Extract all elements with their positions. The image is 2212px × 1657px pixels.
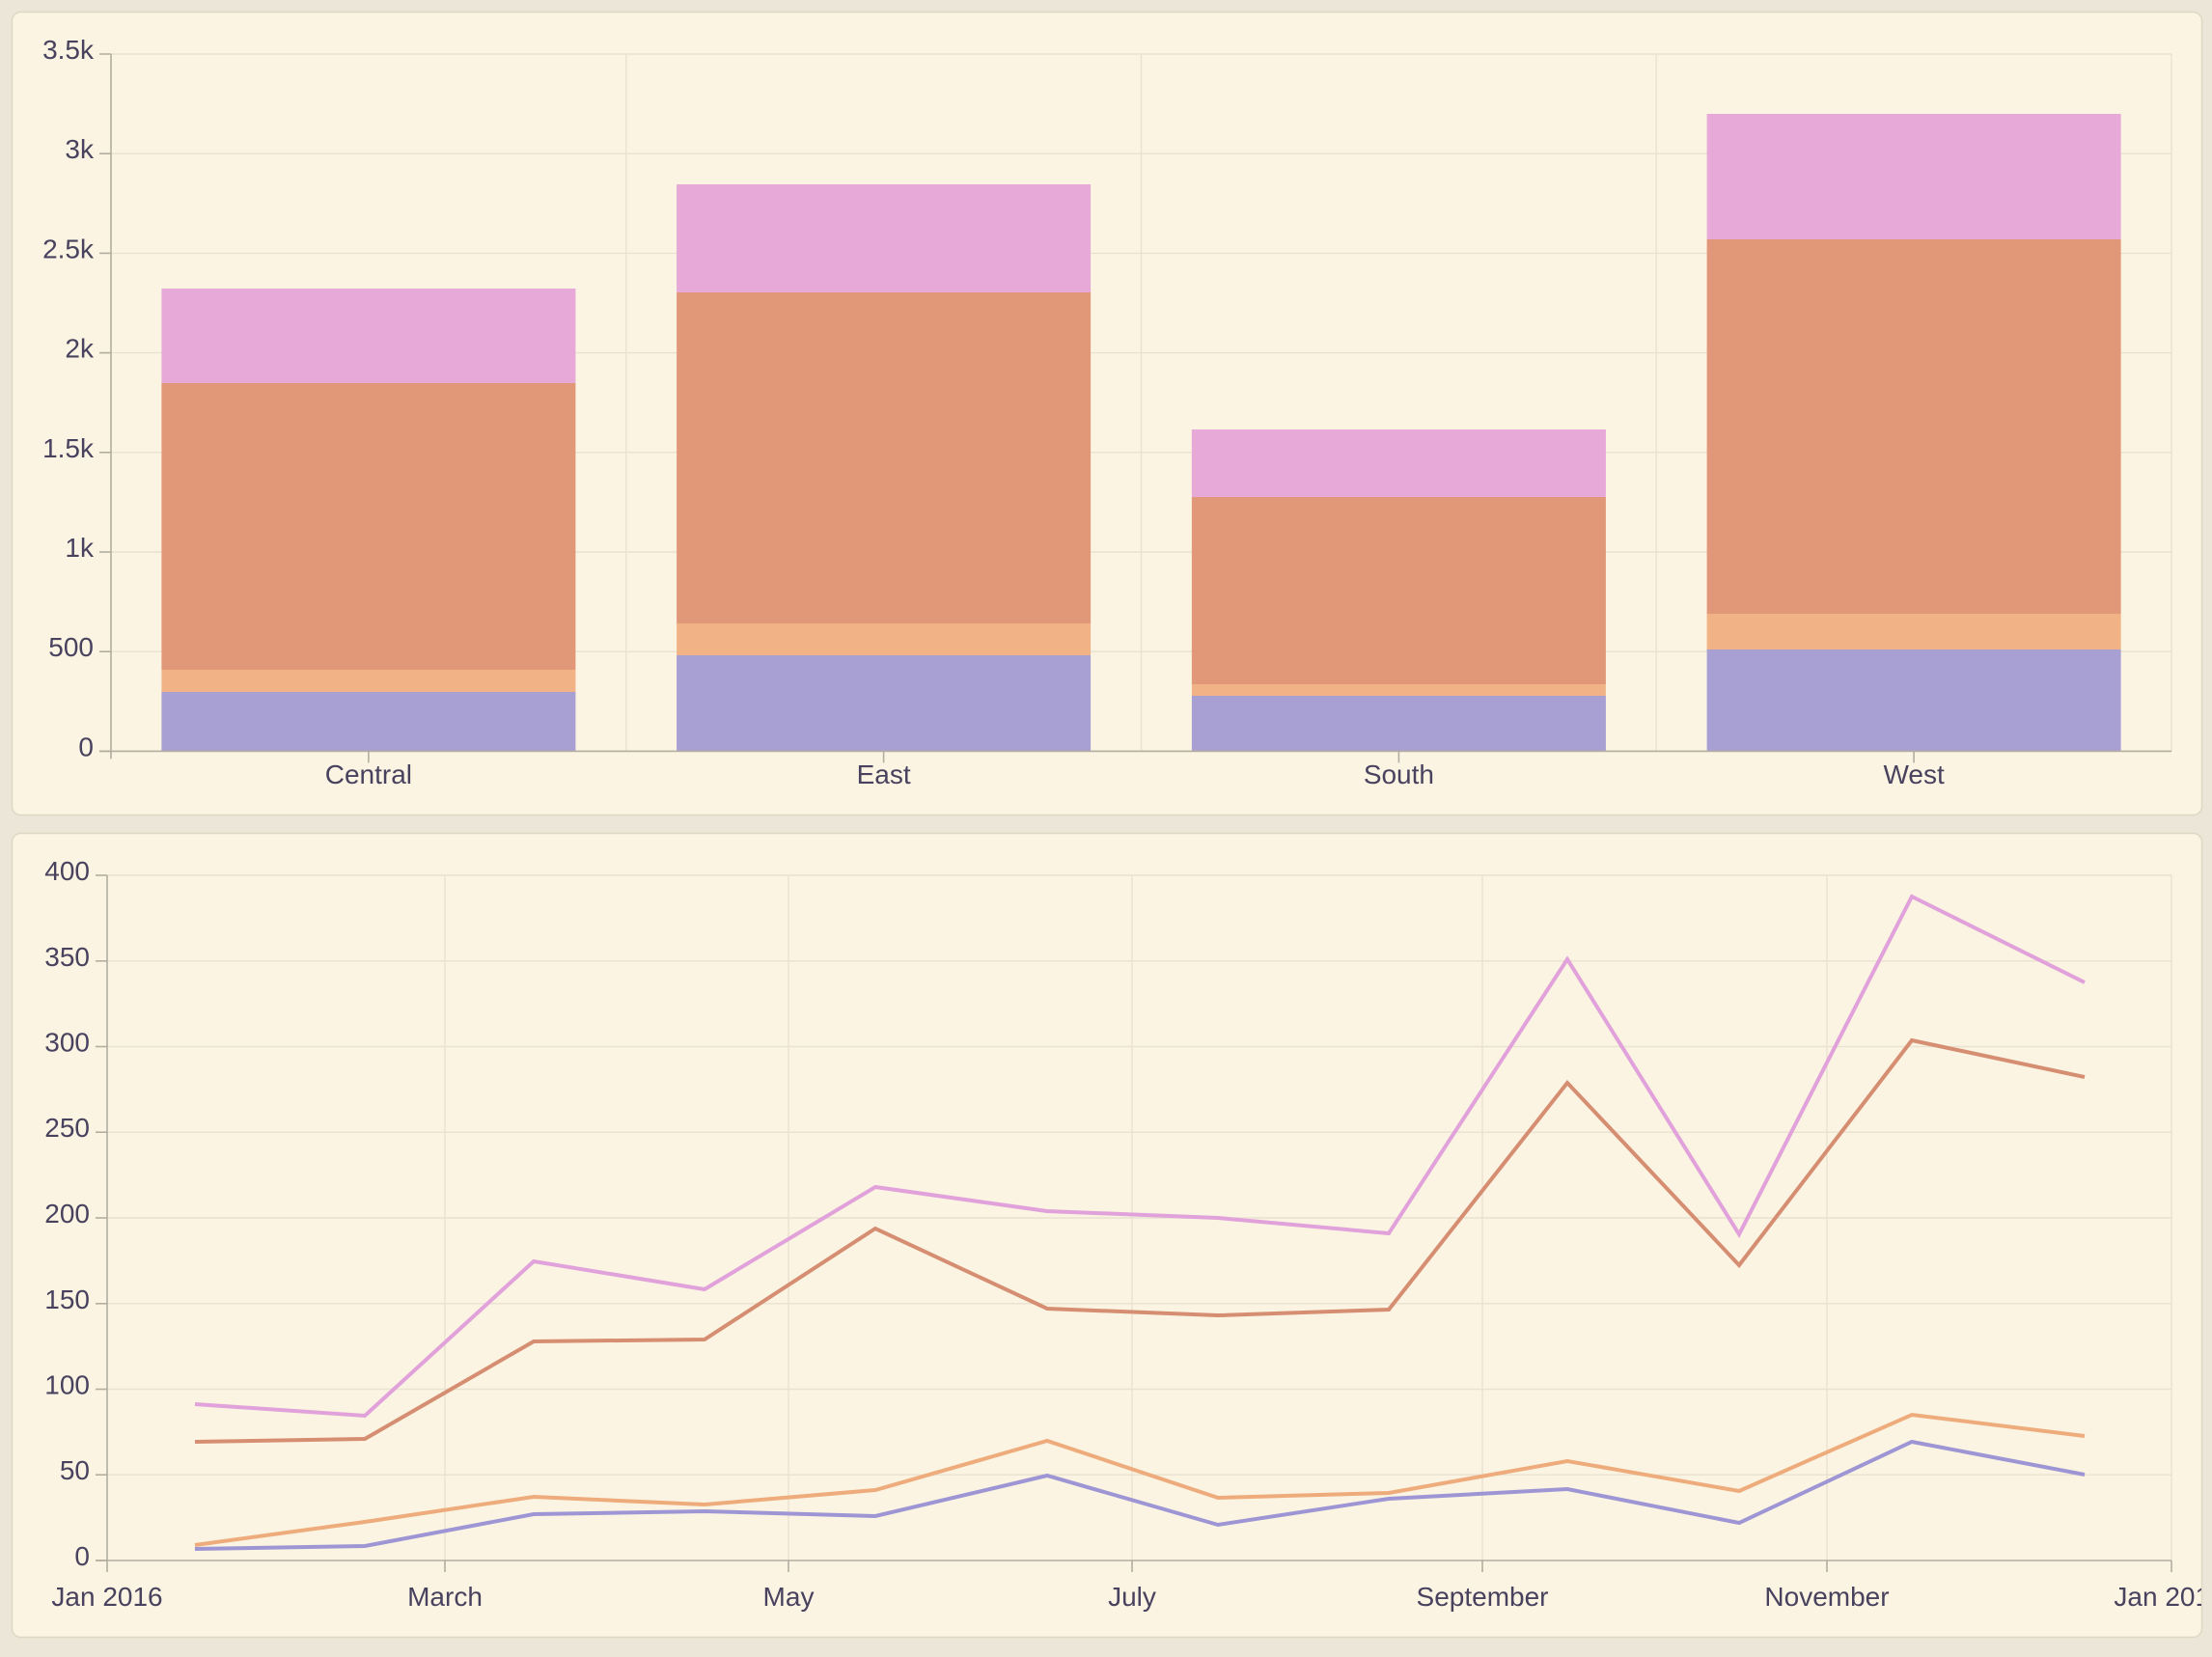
svg-text:0: 0 — [74, 1541, 90, 1571]
svg-text:March: March — [407, 1582, 483, 1612]
svg-text:2k: 2k — [65, 334, 95, 364]
svg-text:May: May — [763, 1582, 815, 1612]
svg-text:2.5k: 2.5k — [42, 234, 95, 263]
svg-text:East: East — [857, 759, 911, 789]
svg-text:500: 500 — [48, 632, 94, 662]
svg-text:350: 350 — [44, 942, 90, 972]
svg-text:West: West — [1883, 759, 1944, 789]
svg-text:50: 50 — [60, 1455, 90, 1485]
svg-text:South: South — [1364, 759, 1434, 789]
svg-text:150: 150 — [44, 1284, 90, 1314]
svg-text:250: 250 — [44, 1113, 90, 1143]
svg-text:200: 200 — [44, 1199, 90, 1229]
svg-text:3.5k: 3.5k — [42, 35, 95, 65]
svg-text:July: July — [1108, 1582, 1156, 1612]
svg-text:November: November — [1764, 1582, 1889, 1612]
svg-text:300: 300 — [44, 1028, 90, 1058]
svg-text:100: 100 — [44, 1370, 90, 1400]
svg-text:3k: 3k — [65, 134, 95, 164]
svg-text:Jan 2017: Jan 2017 — [2114, 1582, 2212, 1612]
svg-text:Central: Central — [325, 759, 412, 789]
svg-text:Jan 2016: Jan 2016 — [51, 1582, 162, 1612]
svg-text:400: 400 — [44, 856, 90, 886]
svg-text:0: 0 — [78, 732, 94, 761]
svg-text:1k: 1k — [65, 533, 95, 563]
svg-text:September: September — [1417, 1582, 1549, 1612]
svg-text:1.5k: 1.5k — [42, 433, 95, 463]
